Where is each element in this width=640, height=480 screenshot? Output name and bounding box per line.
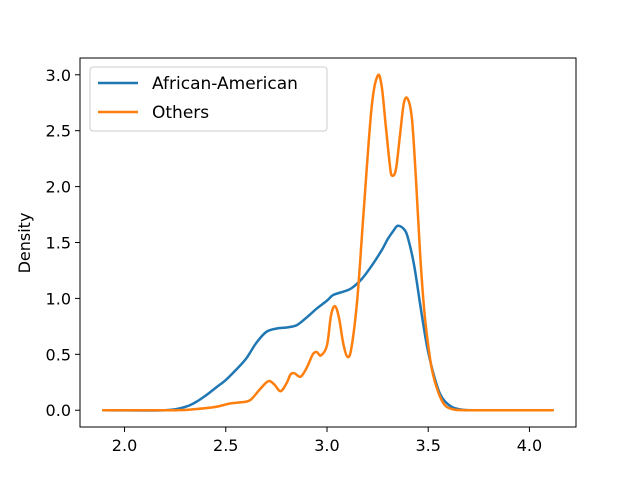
series-line-others: [102, 73, 554, 412]
x-tick-label: 3.0: [314, 436, 339, 455]
y-tick-label: 0.5: [46, 345, 71, 364]
y-tick-label: 1.5: [46, 234, 71, 253]
y-axis: 0.0 0.5 1.0 1.5 2.0 2.5 3.0: [46, 66, 80, 420]
x-tick-label: 4.0: [517, 436, 542, 455]
x-axis: 2.0 2.5 3.0 3.5 4.0: [112, 427, 542, 455]
x-tick-label: 2.5: [213, 436, 238, 455]
y-tick-label: 0.0: [46, 401, 71, 420]
y-tick-label: 2.0: [46, 178, 71, 197]
series-layer: [102, 73, 554, 412]
x-tick-label: 2.0: [112, 436, 137, 455]
legend-label-african-american: African-American: [152, 74, 298, 94]
y-tick-label: 3.0: [46, 66, 71, 85]
x-tick-label: 3.5: [415, 436, 440, 455]
legend-label-others: Others: [152, 103, 209, 123]
y-axis-label: Density: [15, 213, 34, 274]
legend-box: [89, 66, 328, 132]
legend: African-American Others: [89, 66, 328, 132]
y-tick-label: 1.0: [46, 289, 71, 308]
y-tick-label: 2.5: [46, 122, 71, 141]
